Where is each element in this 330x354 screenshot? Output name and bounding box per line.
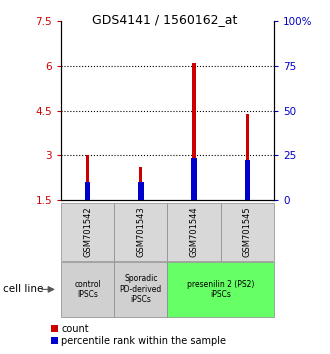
Text: GSM701543: GSM701543 (136, 207, 146, 257)
Text: Sporadic
PD-derived
iPSCs: Sporadic PD-derived iPSCs (120, 274, 162, 304)
Bar (86, 155, 89, 200)
Text: control
IPSCs: control IPSCs (74, 280, 101, 299)
Text: cell line: cell line (3, 284, 44, 295)
Text: count: count (61, 324, 89, 333)
Text: percentile rank within the sample: percentile rank within the sample (61, 336, 226, 346)
Text: GSM701544: GSM701544 (189, 207, 199, 257)
Text: GDS4141 / 1560162_at: GDS4141 / 1560162_at (92, 13, 238, 27)
Bar (192, 63, 196, 200)
Bar (246, 114, 249, 200)
Bar (139, 167, 143, 200)
Bar (138, 182, 144, 200)
Bar (191, 158, 197, 200)
Bar (85, 182, 90, 200)
Text: GSM701542: GSM701542 (83, 207, 92, 257)
Text: presenilin 2 (PS2)
iPSCs: presenilin 2 (PS2) iPSCs (187, 280, 254, 299)
Bar (245, 160, 250, 200)
Text: GSM701545: GSM701545 (243, 207, 252, 257)
